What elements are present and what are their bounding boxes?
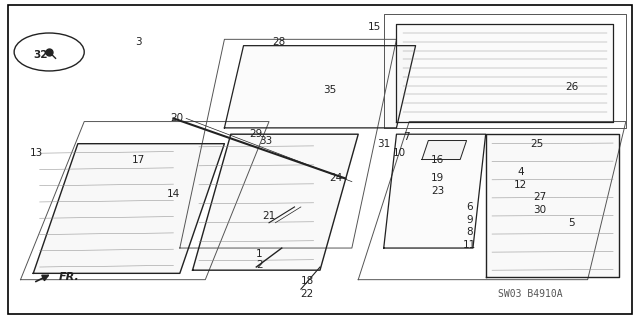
Text: 12: 12 — [514, 180, 527, 190]
Text: 9: 9 — [467, 215, 473, 225]
Text: 25: 25 — [530, 139, 543, 149]
Text: 31: 31 — [377, 139, 390, 149]
Polygon shape — [396, 24, 613, 122]
Text: FR.: FR. — [59, 271, 79, 281]
Text: 4: 4 — [517, 167, 524, 177]
Text: 17: 17 — [132, 154, 145, 165]
Text: 32: 32 — [34, 50, 48, 60]
Text: 24: 24 — [330, 174, 342, 183]
Text: 23: 23 — [431, 186, 445, 196]
Text: 19: 19 — [431, 174, 445, 183]
Text: 33: 33 — [259, 136, 273, 145]
Text: 18: 18 — [301, 276, 314, 286]
Text: 6: 6 — [467, 202, 473, 212]
Polygon shape — [193, 134, 358, 270]
Text: 22: 22 — [301, 289, 314, 299]
Polygon shape — [225, 46, 415, 128]
Text: 14: 14 — [167, 189, 180, 199]
Text: 20: 20 — [170, 113, 183, 123]
Text: 28: 28 — [272, 38, 285, 48]
Ellipse shape — [14, 33, 84, 71]
Text: 7: 7 — [403, 132, 410, 142]
Polygon shape — [486, 134, 620, 277]
Polygon shape — [33, 144, 225, 273]
Text: 2: 2 — [256, 260, 263, 271]
Text: 16: 16 — [431, 154, 445, 165]
Text: 27: 27 — [533, 192, 547, 203]
Text: 5: 5 — [568, 218, 575, 228]
Text: 1: 1 — [256, 249, 263, 259]
Polygon shape — [384, 134, 486, 248]
Text: 26: 26 — [565, 82, 579, 92]
Text: 15: 15 — [367, 22, 381, 32]
Text: 21: 21 — [262, 211, 276, 221]
Text: 29: 29 — [250, 129, 263, 139]
Text: 11: 11 — [463, 240, 476, 250]
Text: 8: 8 — [467, 227, 473, 237]
Text: 30: 30 — [533, 205, 547, 215]
Text: SW03 B4910A: SW03 B4910A — [499, 289, 563, 299]
Text: 35: 35 — [323, 85, 336, 95]
Text: 3: 3 — [135, 38, 141, 48]
Text: 10: 10 — [393, 148, 406, 158]
Text: 13: 13 — [30, 148, 43, 158]
Polygon shape — [422, 141, 467, 160]
